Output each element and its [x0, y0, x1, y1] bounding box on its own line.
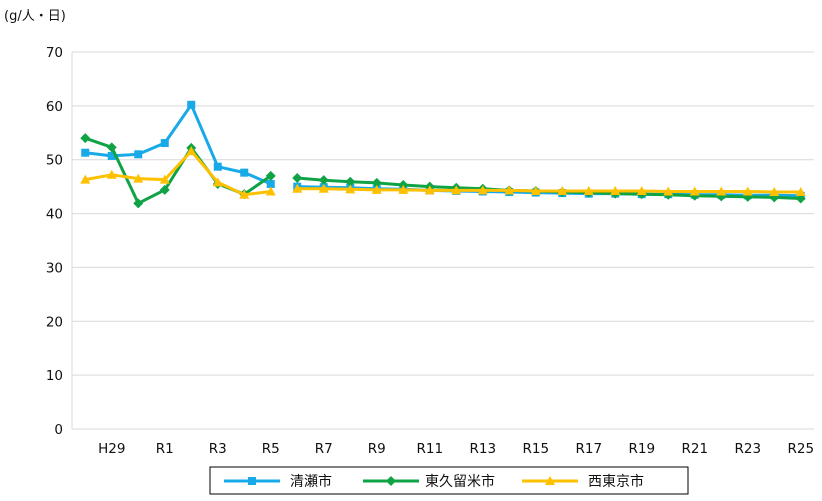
series-line-actual: [85, 149, 271, 197]
data-point: [318, 175, 329, 186]
legend-marker: [248, 477, 256, 485]
data-point: [583, 185, 594, 195]
data-point: [80, 174, 91, 184]
data-point: [345, 184, 356, 194]
data-point: [292, 173, 303, 184]
data-point: [769, 187, 780, 197]
y-tick-label: 0: [54, 422, 63, 438]
data-point: [80, 133, 91, 144]
series-line-projected: [297, 187, 801, 194]
data-point: [716, 186, 727, 196]
x-axis-ticks: H29 R1 R3 R5 R7 R9 R11 R13 R15 R17 R19 R21 R23 R25: [98, 441, 814, 457]
y-axis-ticks: 0 10 20 30 40 50 60 70: [46, 45, 63, 438]
x-tick-label: R3: [209, 441, 227, 457]
legend-item-3: 西東京市: [522, 473, 644, 490]
data-point: [504, 185, 515, 195]
series-2: [80, 133, 806, 209]
data-point: [371, 177, 382, 188]
data-point: [106, 142, 117, 153]
x-tick-label: R7: [315, 441, 333, 457]
data-point: [159, 174, 170, 184]
y-tick-label: 60: [46, 99, 63, 115]
data-point: [265, 186, 276, 196]
data-point: [345, 176, 356, 187]
data-point: [81, 148, 90, 157]
data-point: [663, 186, 674, 196]
grid: [71, 51, 814, 430]
data-point: [160, 139, 169, 148]
data-point: [557, 185, 568, 195]
legend: 清瀬市 東久留米市 西東京市: [209, 466, 689, 495]
x-tick-label: R9: [368, 441, 386, 457]
legend-box: [209, 466, 689, 495]
data-point: [212, 177, 223, 187]
x-tick-label: R11: [416, 441, 443, 457]
x-tick-label: R5: [262, 441, 280, 457]
series-group: [80, 100, 806, 209]
data-point: [133, 173, 144, 183]
data-point: [398, 184, 409, 194]
y-tick-label: 70: [46, 45, 63, 61]
x-tick-label: R23: [734, 441, 761, 457]
y-tick-label: 40: [46, 207, 63, 223]
data-point: [795, 187, 806, 197]
legend-marker: [545, 476, 555, 485]
data-point: [186, 146, 197, 156]
data-point: [239, 189, 250, 199]
x-tick-label: R25: [787, 441, 814, 457]
data-point: [530, 185, 541, 195]
data-point: [424, 185, 435, 195]
data-point: [451, 185, 462, 195]
x-tick-label: R19: [628, 441, 655, 457]
data-point: [187, 100, 196, 109]
data-point: [133, 198, 144, 209]
unit-label: (g/人・日): [4, 9, 66, 24]
legend-item-2: 東久留米市: [363, 473, 495, 490]
data-point: [636, 185, 647, 195]
data-point: [292, 183, 303, 193]
data-point: [134, 150, 143, 159]
data-point: [742, 186, 753, 196]
data-point: [107, 151, 116, 160]
data-point: [371, 184, 382, 194]
x-tick-label: R21: [681, 441, 708, 457]
data-point: [477, 185, 488, 195]
y-tick-label: 30: [46, 260, 63, 276]
data-point: [689, 186, 700, 196]
data-point: [159, 184, 170, 195]
data-point: [610, 185, 621, 195]
series-3: [80, 146, 806, 199]
x-tick-label: R17: [575, 441, 602, 457]
data-point: [265, 170, 276, 181]
x-tick-label: R1: [156, 441, 174, 457]
data-point: [318, 183, 329, 193]
data-point: [106, 169, 117, 179]
x-tick-label: H29: [98, 441, 125, 457]
y-tick-label: 20: [46, 314, 63, 330]
data-point: [240, 168, 249, 177]
legend-marker: [386, 476, 396, 486]
data-point: [213, 162, 222, 171]
y-tick-label: 10: [46, 368, 63, 384]
data-point: [266, 179, 275, 188]
x-tick-label: R15: [522, 441, 549, 457]
legend-item-1: 清瀬市: [224, 473, 332, 490]
x-tick-label: R13: [469, 441, 496, 457]
y-tick-label: 50: [46, 153, 63, 169]
legend-label: 清瀬市: [290, 473, 332, 490]
legend-label: 東久留米市: [425, 473, 495, 490]
legend-label: 西東京市: [588, 473, 644, 490]
